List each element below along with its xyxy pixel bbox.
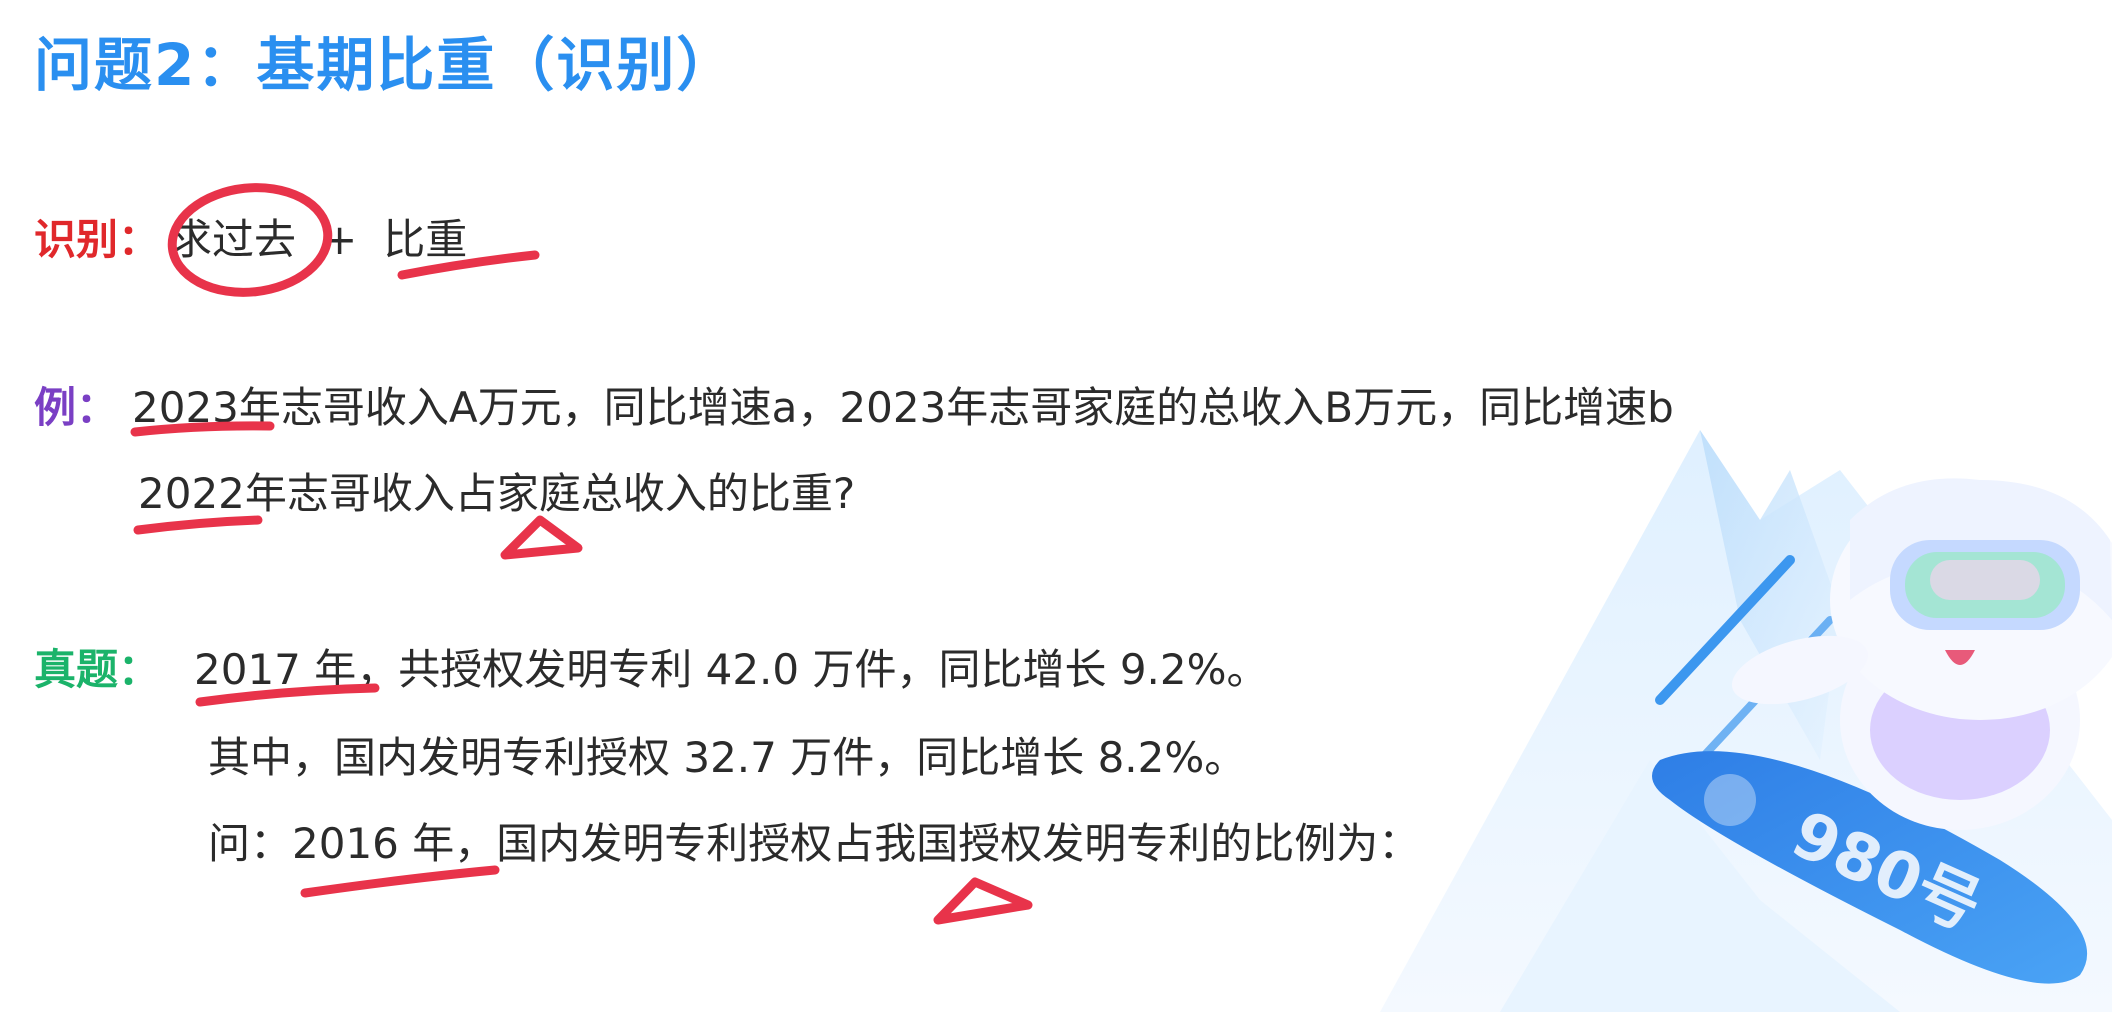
board-label: 980号	[1781, 797, 1992, 946]
real-question-line-2: 其中，国内发明专利授权 32.7 万件，同比增长 8.2%。	[208, 733, 1247, 782]
real-question-line-3: 问：2016 年，国内发明专利授权占我国授权发明专利的比例为：	[208, 819, 1421, 868]
mountain-graphic	[1380, 430, 2112, 1012]
identify-row: 识别： 求过去 + 比重	[34, 210, 467, 270]
real-question-row-1: 真题： 2017 年，共授权发明专利 42.0 万件，同比增长 9.2%。	[34, 640, 1269, 700]
plus-sign: +	[322, 215, 358, 264]
triangle-mark-2	[933, 877, 1033, 925]
real-question-row-2: 其中，国内发明专利授权 32.7 万件，同比增长 8.2%。	[208, 728, 1246, 788]
example-line-2: 2022年志哥收入占家庭总收入的比重?	[138, 469, 856, 518]
real-question-line-1: 2017 年，共授权发明专利 42.0 万件，同比增长 9.2%。	[194, 645, 1269, 694]
example-row-1: 例： 2023年志哥收入A万元，同比增速a，2023年志哥家庭的总收入B万元，同比…	[34, 378, 1674, 438]
example-line-1: 2023年志哥收入A万元，同比增速a，2023年志哥家庭的总收入B万元，同比增速…	[132, 383, 1674, 432]
identify-part-past: 求过去	[170, 215, 297, 264]
example-row-2: 2022年志哥收入占家庭总收入的比重?	[138, 464, 855, 524]
identify-tag: 识别：	[34, 215, 161, 264]
real-question-tag: 真题：	[34, 645, 161, 694]
page-title: 问题2：基期比重（识别）	[34, 31, 737, 99]
example-tag: 例：	[34, 383, 119, 432]
real-question-row-3: 问：2016 年，国内发明专利授权占我国授权发明专利的比例为：	[208, 814, 1420, 874]
identify-part-ratio: 比重	[383, 215, 468, 264]
triangle-mark-1	[500, 515, 583, 560]
